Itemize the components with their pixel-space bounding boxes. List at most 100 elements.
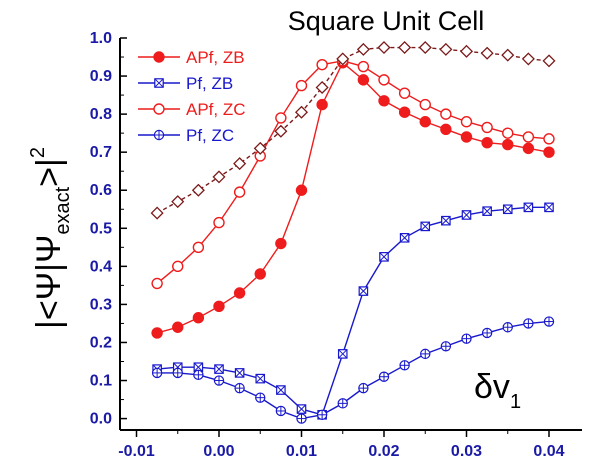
data-point (276, 385, 286, 395)
data-point (151, 277, 163, 290)
series-layer (150, 40, 556, 424)
data-point (337, 398, 348, 409)
data-point (480, 46, 494, 60)
data-point (501, 48, 515, 62)
data-point (543, 146, 555, 158)
data-point (482, 206, 492, 216)
data-point (253, 141, 267, 155)
data-point (522, 131, 535, 143)
data-point (193, 369, 204, 381)
y-tick-label: 0.4 (90, 258, 112, 275)
data-point (192, 312, 205, 324)
data-point (378, 371, 390, 382)
data-point (233, 157, 247, 171)
series-line (156, 60, 550, 285)
x-axis-label-main: δv (474, 368, 510, 406)
data-point (399, 233, 410, 243)
legend-item: Pf, ZB (138, 74, 233, 93)
legend-swatch-marker (153, 51, 165, 63)
legend: APf, ZB Pf, ZB APf, ZC Pf, ZC (138, 48, 246, 145)
data-point (172, 367, 183, 379)
x-axis-label-sub: 1 (510, 391, 521, 413)
data-point (420, 221, 431, 232)
data-point (358, 382, 369, 394)
data-point (502, 138, 514, 151)
y-tick-label: 0.3 (90, 296, 112, 313)
data-point (523, 318, 534, 329)
data-point (418, 40, 432, 55)
data-point (460, 131, 473, 143)
data-point (213, 216, 225, 229)
y-tick-label: 0.5 (90, 220, 112, 237)
legend-item: APf, ZC (138, 100, 246, 119)
legend-label: Pf, ZB (186, 74, 233, 93)
data-point (441, 215, 451, 226)
series-4 (151, 316, 555, 424)
legend-label: APf, ZB (186, 48, 245, 67)
y-axis-label-right: >| (30, 158, 68, 187)
data-point (398, 106, 411, 118)
x-tick-label: 0.03 (451, 443, 482, 460)
x-tick-label: -0.01 (118, 443, 155, 460)
data-point (440, 123, 452, 136)
data-point (213, 300, 225, 313)
data-point (151, 327, 163, 339)
data-point (461, 333, 472, 344)
data-point (378, 95, 390, 107)
legend-swatch-marker (153, 129, 165, 141)
data-point (296, 404, 307, 414)
data-point (357, 60, 370, 73)
y-axis-label: |<Ψ|Ψexact>|2 (27, 147, 74, 329)
legend-item: APf, ZB (138, 48, 245, 67)
data-point (398, 40, 412, 55)
y-axis-label-sup: 2 (27, 147, 49, 158)
data-point (234, 368, 245, 378)
data-point (543, 133, 555, 145)
y-tick-label: 1.0 (90, 30, 112, 47)
data-point (191, 183, 205, 197)
data-point (214, 364, 224, 374)
data-point (336, 52, 350, 66)
x-tick-label: 0.02 (368, 443, 399, 460)
data-point (233, 186, 246, 198)
x-tick-label: 0.04 (533, 443, 564, 460)
data-point (399, 360, 410, 371)
data-point (502, 322, 513, 333)
data-point (459, 44, 474, 58)
legend-item: Pf, ZC (138, 126, 234, 145)
data-point (523, 202, 534, 213)
series-1 (151, 57, 555, 339)
x-tick-label: 0.00 (203, 443, 234, 460)
data-point (295, 79, 308, 92)
data-point (294, 105, 309, 119)
data-point (150, 206, 164, 220)
data-point (172, 321, 184, 333)
data-point (542, 54, 556, 68)
y-tick-label: 0.7 (90, 144, 112, 161)
data-point (481, 136, 493, 149)
data-point (315, 80, 329, 94)
legend-swatch-marker (154, 78, 164, 88)
legend-label: Pf, ZC (186, 126, 234, 145)
data-point (296, 413, 307, 424)
data-point (337, 349, 348, 359)
data-point (439, 42, 453, 56)
y-axis-label-left: |<Ψ|Ψ (30, 235, 68, 329)
data-point (234, 382, 245, 394)
data-point (295, 184, 308, 196)
data-point (255, 392, 266, 403)
x-axis-label: δv1 (474, 368, 521, 413)
data-point (419, 116, 431, 128)
data-point (522, 142, 535, 155)
data-point (356, 42, 370, 56)
data-point (461, 210, 472, 220)
data-point (379, 252, 389, 262)
x-ticks: -0.01 0.00 0.01 0.02 0.03 0.04 (118, 430, 565, 460)
data-point (521, 52, 535, 66)
data-point (377, 40, 391, 55)
plot-frame (119, 38, 582, 431)
data-point (378, 74, 390, 86)
data-point (357, 74, 370, 86)
legend-swatch-marker (153, 103, 165, 115)
data-point (192, 241, 205, 254)
